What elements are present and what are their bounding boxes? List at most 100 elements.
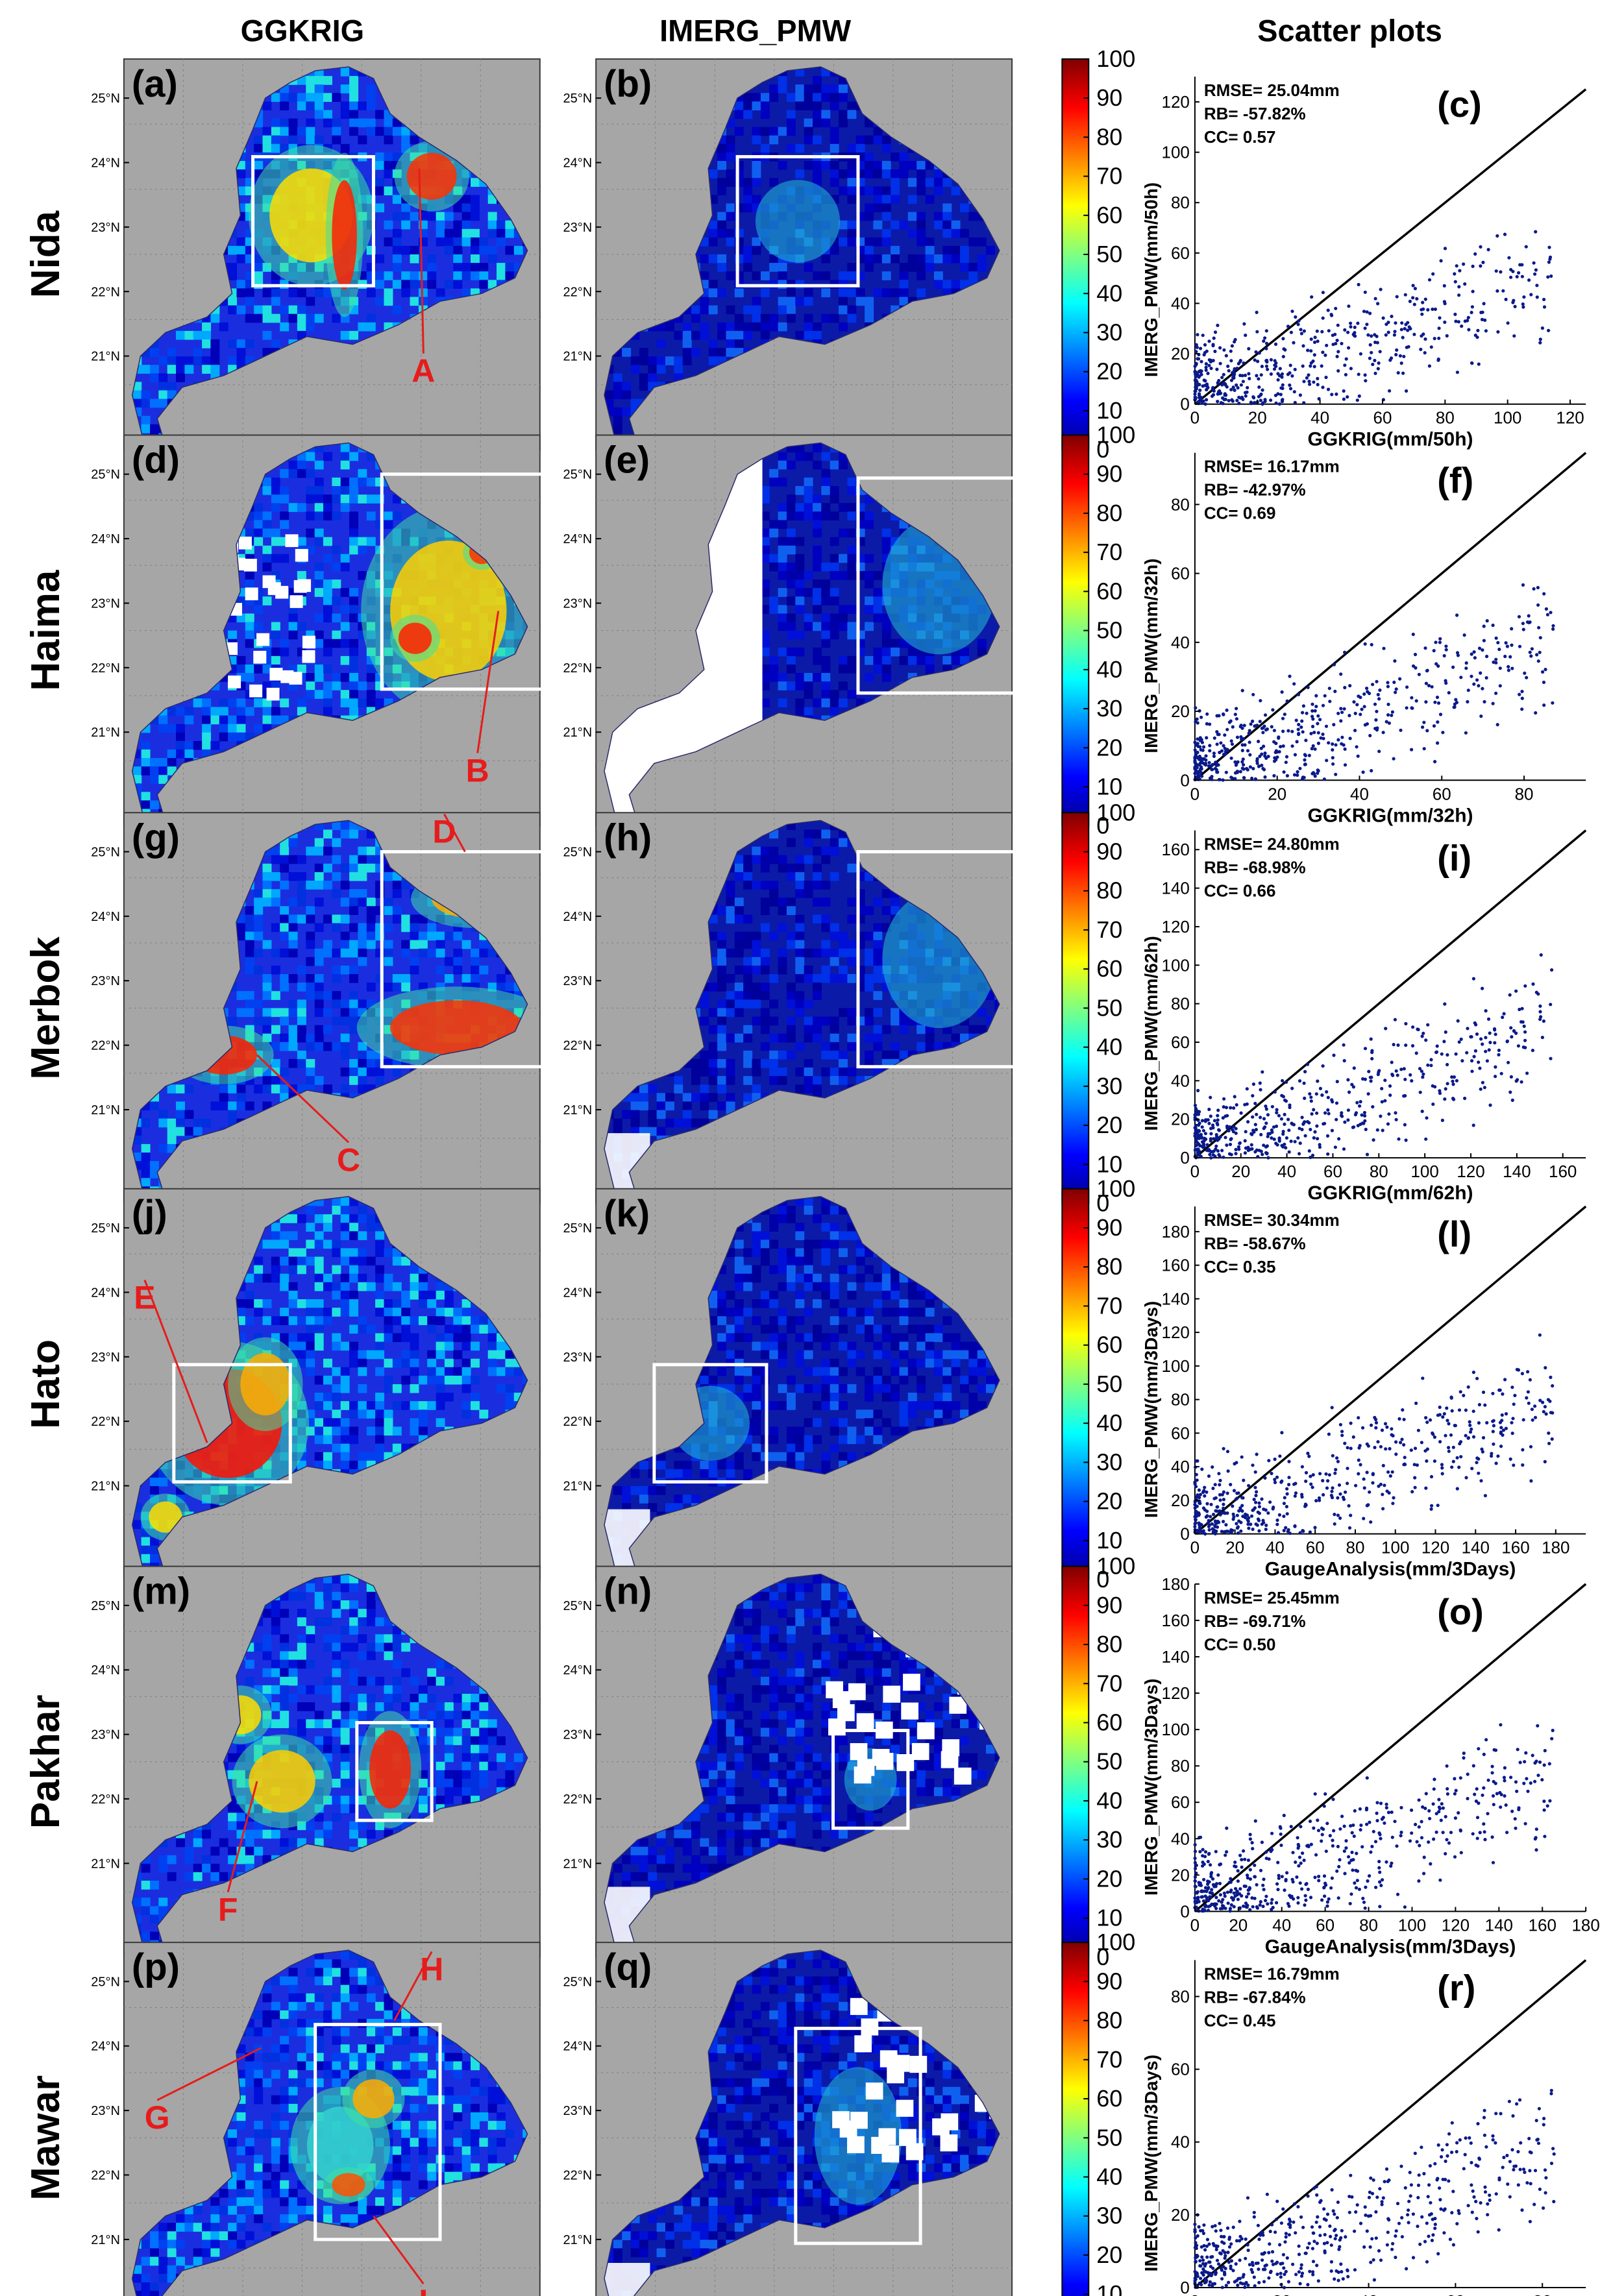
scatter-point bbox=[1316, 376, 1320, 381]
scatter-point bbox=[1291, 2262, 1295, 2266]
scatter-point bbox=[1211, 2284, 1214, 2288]
scatter-point bbox=[1311, 2273, 1315, 2277]
scatter-point bbox=[1420, 2215, 1424, 2219]
scatter-point bbox=[1471, 1371, 1475, 1374]
scatter-point bbox=[1194, 751, 1198, 755]
scatter-point bbox=[1205, 1490, 1209, 1494]
scatter-point bbox=[1533, 1779, 1537, 1783]
scatter-point bbox=[1501, 1016, 1505, 1020]
y-tick-label: 160 bbox=[1161, 840, 1189, 859]
scatter-point bbox=[1285, 1136, 1288, 1140]
scatter-point bbox=[1378, 1870, 1382, 1874]
scatter-point bbox=[1211, 1883, 1215, 1887]
scatter-point bbox=[1288, 363, 1292, 367]
colorbar-tick-label: 70 bbox=[1096, 2046, 1122, 2073]
scatter-point bbox=[1508, 655, 1512, 659]
scatter-point bbox=[1243, 373, 1248, 378]
scatter-point bbox=[1289, 1140, 1293, 1143]
scatter-point bbox=[1226, 1901, 1230, 1905]
scatter-point bbox=[1426, 308, 1430, 311]
scatter-point bbox=[1277, 1114, 1281, 1117]
scatter-point bbox=[1362, 1517, 1366, 1520]
scatter-point bbox=[1395, 295, 1399, 299]
scatter-point bbox=[1198, 1496, 1201, 1500]
scatter-point bbox=[1511, 1417, 1515, 1421]
scatter-point bbox=[1491, 2138, 1495, 2142]
scatter-point bbox=[1250, 1840, 1254, 1845]
colorbar-tick-label: 60 bbox=[1096, 1709, 1122, 1736]
x-tick-label: 160 bbox=[1549, 1162, 1577, 1181]
scatter-point bbox=[1453, 1855, 1457, 1859]
scatter-point bbox=[1202, 1909, 1206, 1913]
scatter-point bbox=[1219, 2229, 1223, 2232]
scatter-point bbox=[1328, 2224, 1332, 2228]
scatter-point bbox=[1336, 2270, 1340, 2274]
scatter-point bbox=[1505, 1831, 1509, 1835]
scatter-point bbox=[1298, 1855, 1302, 1859]
scatter-point bbox=[1427, 364, 1431, 368]
scatter-point bbox=[1455, 1487, 1459, 1491]
scatter-point bbox=[1201, 1899, 1205, 1903]
scatter-point bbox=[1353, 1113, 1357, 1117]
scatter-point bbox=[1295, 740, 1299, 744]
scatter-point bbox=[1194, 343, 1198, 347]
scatter-point bbox=[1400, 2216, 1404, 2219]
scatter-point bbox=[1359, 1463, 1362, 1467]
scatter-point bbox=[1518, 2098, 1522, 2102]
scatter-point bbox=[1488, 1040, 1492, 1044]
scatter-point bbox=[1354, 2210, 1358, 2214]
scatter-point bbox=[1243, 1515, 1248, 1519]
one-to-one-line bbox=[1194, 829, 1587, 1159]
scatter-point bbox=[1333, 2212, 1336, 2216]
scatter-point bbox=[1464, 1476, 1468, 1480]
scatter-point bbox=[1445, 2143, 1449, 2147]
y-tick-label: 40 bbox=[1171, 1071, 1190, 1090]
scatter-point bbox=[1510, 1809, 1514, 1813]
lat-tick-label: 25°N bbox=[91, 845, 120, 859]
scatter-point bbox=[1364, 2213, 1368, 2217]
x-tick-label: 40 bbox=[1310, 408, 1329, 428]
scatter-point bbox=[1478, 1831, 1482, 1835]
scatter-point bbox=[1480, 1447, 1484, 1451]
scatter-point bbox=[1388, 1474, 1392, 1478]
scatter-point bbox=[1255, 1523, 1259, 1527]
scatter-point bbox=[1267, 1857, 1271, 1861]
scatter-point bbox=[1375, 2195, 1379, 2199]
scatter-point bbox=[1338, 1827, 1342, 1831]
scatter-point bbox=[1445, 1838, 1449, 1842]
scatter-point bbox=[1349, 2173, 1353, 2177]
scatter-point bbox=[1303, 758, 1307, 762]
scatter-point bbox=[1251, 1129, 1255, 1132]
scatter-point bbox=[1259, 1132, 1263, 1136]
colorbar-tick-label: 70 bbox=[1096, 1292, 1122, 1319]
scatter-point bbox=[1322, 2207, 1326, 2211]
evaluation-box bbox=[380, 849, 550, 1069]
scatter-point bbox=[1332, 1053, 1336, 1057]
scatter-point bbox=[1264, 347, 1268, 350]
scatter-point bbox=[1264, 364, 1268, 368]
scatter-point bbox=[1474, 1799, 1478, 1803]
scatter-point bbox=[1228, 1907, 1233, 1911]
scatter-point bbox=[1323, 353, 1327, 358]
scatter-point bbox=[1407, 2221, 1410, 2225]
colorbar-tick-label: 70 bbox=[1096, 1670, 1122, 1696]
scatter-point bbox=[1403, 1456, 1407, 1459]
scatter-point bbox=[1519, 1080, 1523, 1084]
colorbar-tick-label: 90 bbox=[1096, 461, 1122, 487]
scatter-point bbox=[1410, 1831, 1414, 1835]
scatter-point bbox=[1338, 2245, 1342, 2249]
scatter-point bbox=[1207, 1851, 1211, 1855]
scatter-point bbox=[1479, 245, 1483, 249]
scatter-point bbox=[1384, 1027, 1388, 1031]
scatter-point bbox=[1306, 1887, 1310, 1891]
scatter-point bbox=[1316, 768, 1320, 772]
scatter-point bbox=[1264, 341, 1269, 345]
scatter-point bbox=[1255, 310, 1259, 314]
scatter-point bbox=[1344, 1490, 1347, 1494]
scatter-point bbox=[1246, 1888, 1250, 1892]
scatter-point bbox=[1493, 1041, 1497, 1045]
scatter-point bbox=[1403, 1077, 1407, 1081]
scatter-point bbox=[1286, 324, 1290, 328]
scatter-point bbox=[1390, 1427, 1394, 1431]
